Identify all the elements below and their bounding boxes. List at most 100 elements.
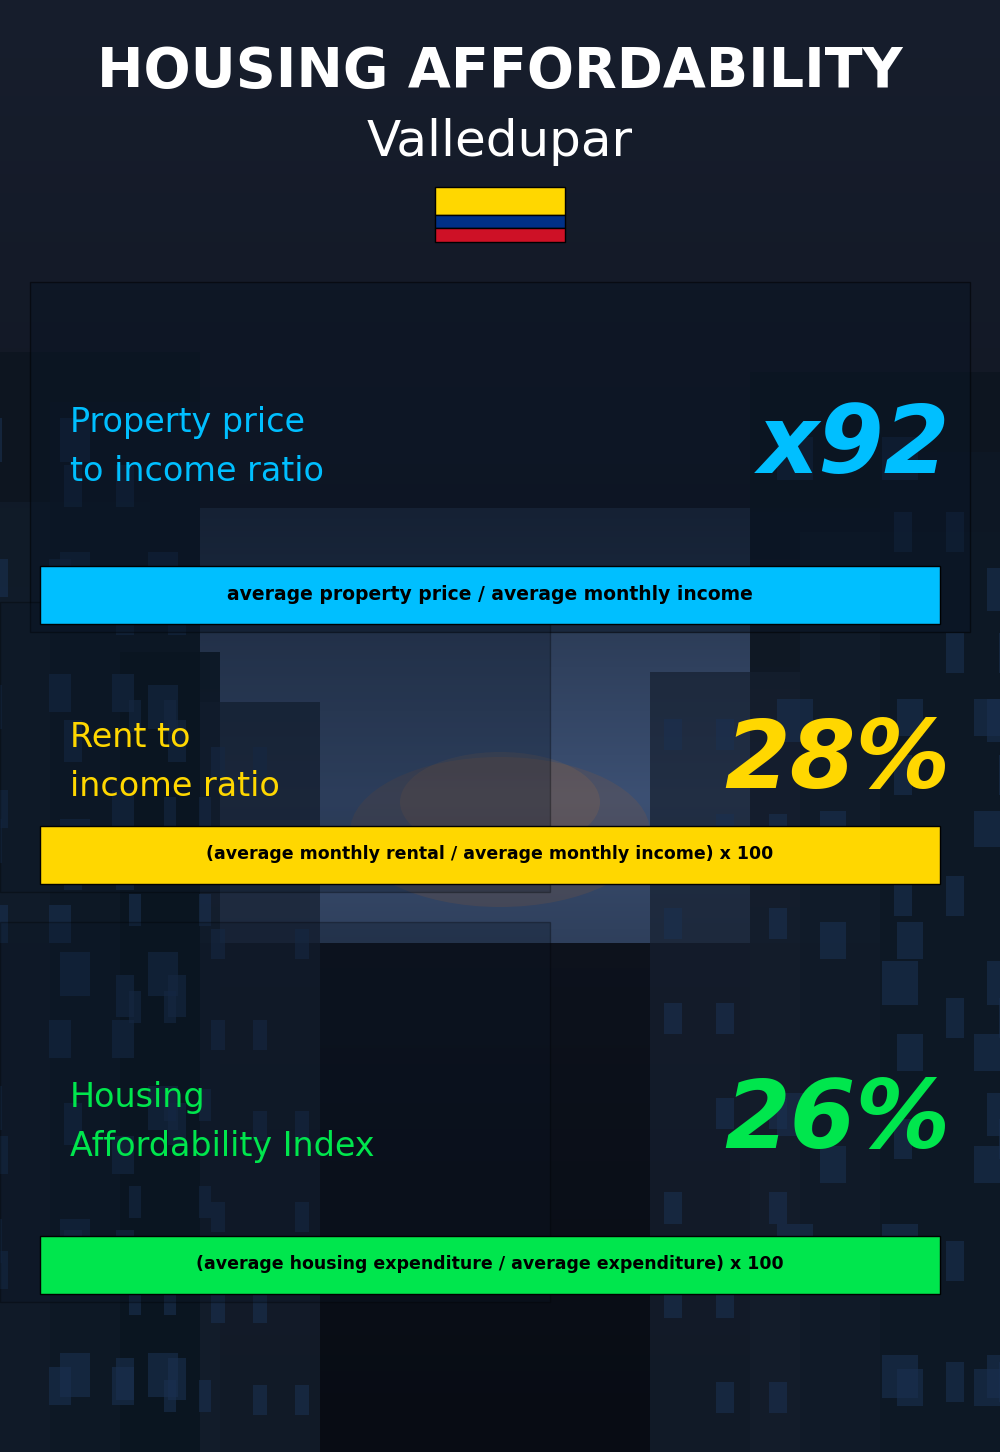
Bar <box>716 719 734 751</box>
Bar <box>820 1257 846 1294</box>
Bar <box>295 838 309 868</box>
Bar <box>199 797 211 829</box>
Bar <box>897 698 923 736</box>
Bar <box>211 1021 225 1050</box>
Bar <box>716 1382 734 1413</box>
Bar <box>211 1294 225 1323</box>
Bar <box>894 1240 912 1281</box>
Bar <box>211 746 225 777</box>
Bar <box>768 1192 786 1224</box>
Bar <box>777 698 813 742</box>
Bar <box>199 1186 211 1218</box>
Text: 26%: 26% <box>724 1076 950 1167</box>
Bar <box>0 351 200 1452</box>
Bar <box>820 587 846 624</box>
Bar <box>768 1382 786 1413</box>
Bar <box>253 1021 267 1050</box>
Bar <box>253 838 267 868</box>
Bar <box>164 700 176 732</box>
Bar <box>946 998 964 1038</box>
Bar <box>211 929 225 960</box>
Bar <box>0 502 150 1452</box>
Bar <box>129 700 141 732</box>
Bar <box>148 1353 178 1397</box>
Bar <box>0 1220 2 1263</box>
Bar <box>64 848 82 890</box>
Bar <box>49 674 71 713</box>
Bar <box>129 992 141 1024</box>
Bar <box>882 1355 918 1398</box>
Bar <box>716 1286 734 1318</box>
Bar <box>168 1102 186 1144</box>
Bar <box>974 698 1000 736</box>
Bar <box>116 465 134 507</box>
Bar <box>0 1135 8 1173</box>
Ellipse shape <box>400 752 600 852</box>
Bar <box>50 402 200 1452</box>
Bar <box>987 961 1000 1005</box>
Bar <box>49 905 71 942</box>
Bar <box>998 1119 1000 1159</box>
Bar <box>998 1362 1000 1403</box>
Bar <box>987 568 1000 611</box>
Text: HOUSING AFFORDABILITY: HOUSING AFFORDABILITY <box>97 45 903 99</box>
Bar <box>253 1385 267 1414</box>
Bar <box>253 1294 267 1323</box>
Bar <box>148 552 178 595</box>
Text: Housing
Affordability Index: Housing Affordability Index <box>70 1082 374 1163</box>
Bar <box>60 552 90 595</box>
Bar <box>199 894 211 926</box>
Bar <box>112 1021 134 1059</box>
Bar <box>820 810 846 848</box>
Bar <box>987 698 1000 742</box>
Bar <box>116 592 134 635</box>
Bar <box>750 372 1000 1452</box>
Bar <box>946 633 964 674</box>
Bar <box>897 587 923 624</box>
Bar <box>295 1202 309 1233</box>
Text: Rent to
income ratio: Rent to income ratio <box>70 722 280 803</box>
Bar <box>894 1119 912 1159</box>
Bar <box>0 1252 8 1289</box>
Bar <box>650 672 800 1452</box>
Bar <box>164 797 176 829</box>
Bar <box>664 719 682 751</box>
FancyBboxPatch shape <box>30 282 970 632</box>
Bar <box>882 831 918 874</box>
Bar <box>168 1358 186 1400</box>
Bar <box>987 1355 1000 1398</box>
Bar <box>0 905 8 942</box>
Bar <box>716 813 734 845</box>
Bar <box>946 513 964 552</box>
FancyBboxPatch shape <box>0 922 550 1302</box>
Bar <box>664 909 682 939</box>
FancyBboxPatch shape <box>40 826 940 884</box>
Text: Valledupar: Valledupar <box>367 118 633 166</box>
Bar <box>148 1086 178 1130</box>
FancyBboxPatch shape <box>435 187 565 215</box>
Bar <box>777 1092 813 1135</box>
Bar <box>0 418 2 462</box>
Bar <box>998 633 1000 674</box>
Text: (average housing expenditure / average expenditure) x 100: (average housing expenditure / average e… <box>196 1255 784 1273</box>
Ellipse shape <box>350 756 650 908</box>
Bar <box>168 592 186 635</box>
Bar <box>882 437 918 481</box>
Bar <box>768 813 786 845</box>
Bar <box>116 848 134 890</box>
Bar <box>974 810 1000 848</box>
Bar <box>64 1230 82 1272</box>
Bar <box>60 953 90 996</box>
Bar <box>199 1089 211 1121</box>
Bar <box>49 1366 71 1404</box>
Bar <box>946 1362 964 1403</box>
Bar <box>164 992 176 1024</box>
Bar <box>295 1385 309 1414</box>
Bar <box>148 953 178 996</box>
Bar <box>64 720 82 762</box>
Bar <box>49 1252 71 1289</box>
Bar <box>664 1286 682 1318</box>
Bar <box>49 1021 71 1059</box>
Bar <box>129 894 141 926</box>
Bar <box>64 465 82 507</box>
